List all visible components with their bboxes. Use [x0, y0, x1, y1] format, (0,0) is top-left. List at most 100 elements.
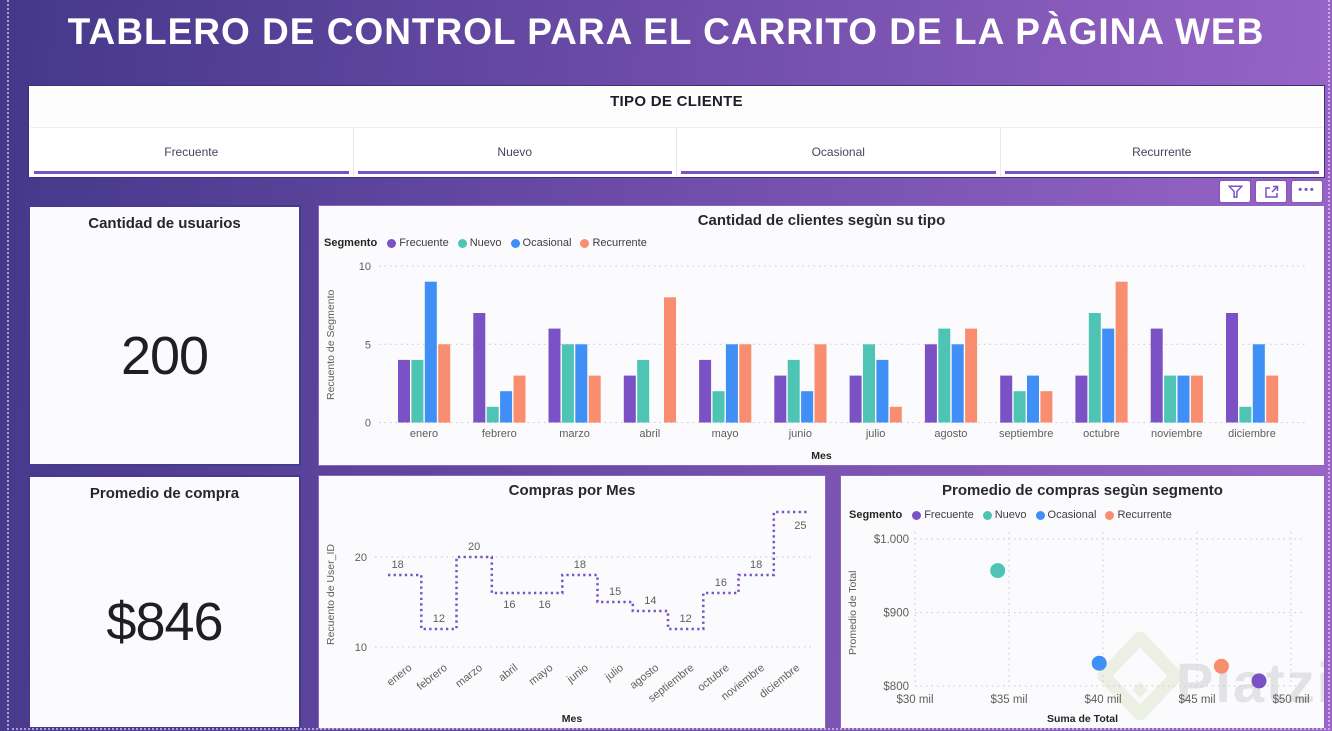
scatter-point-nuevo[interactable] [990, 563, 1006, 579]
tick-label: 20 [355, 552, 367, 564]
x-tick-label: febrero [482, 428, 517, 440]
data-label: 20 [468, 541, 480, 553]
bar-ocasional-octubre[interactable] [1102, 328, 1115, 423]
legend-dot-icon [580, 238, 590, 248]
data-label: 18 [750, 559, 762, 571]
bar-frecuente-julio[interactable] [849, 375, 862, 423]
filter-option-nuevo[interactable]: Nuevo [354, 128, 677, 176]
bar-ocasional-noviembre[interactable] [1177, 375, 1190, 423]
bar-ocasional-enero[interactable] [424, 281, 437, 423]
x-tick-label: junio [564, 662, 590, 686]
scatter-point-ocasional[interactable] [1091, 655, 1107, 671]
bar-ocasional-julio[interactable] [876, 359, 889, 423]
legend-title: Segmento [324, 237, 378, 249]
legend-item-recurrente[interactable]: Recurrente [580, 237, 647, 249]
scatter-point-recurrente[interactable] [1213, 658, 1229, 674]
step-line[interactable] [388, 510, 807, 631]
bar-recurrente-noviembre[interactable] [1190, 375, 1203, 423]
bar-chart-x-axis-title: Mes [811, 450, 832, 462]
bar-nuevo-junio[interactable] [787, 359, 800, 423]
bar-frecuente-abril[interactable] [623, 375, 636, 423]
bar-nuevo-octubre[interactable] [1088, 313, 1101, 423]
bar-frecuente-enero[interactable] [398, 359, 410, 423]
bar-ocasional-febrero[interactable] [500, 391, 513, 423]
platzi-logo-icon [1097, 631, 1183, 721]
bar-ocasional-agosto[interactable] [951, 344, 964, 423]
filter-option-underline [1004, 171, 1319, 174]
more-options-icon: ••• [1298, 183, 1316, 196]
filter-option-ocasional[interactable]: Ocasional [677, 128, 1001, 176]
x-tick-label: mayo [527, 662, 556, 688]
legend-item-nuevo[interactable]: Nuevo [982, 509, 1027, 521]
bar-recurrente-marzo[interactable] [588, 375, 601, 423]
data-label: 18 [391, 559, 403, 571]
bar-frecuente-diciembre[interactable] [1226, 313, 1238, 423]
filter-option-label: Frecuente [164, 145, 219, 159]
bar-ocasional-diciembre[interactable] [1252, 344, 1265, 423]
legend-item-label: Ocasional [522, 237, 572, 249]
bar-nuevo-enero[interactable] [411, 359, 424, 423]
bar-recurrente-enero[interactable] [438, 344, 451, 423]
bar-recurrente-julio[interactable] [889, 406, 902, 423]
bar-recurrente-junio[interactable] [814, 344, 827, 423]
legend-item-nuevo[interactable]: Nuevo [457, 237, 502, 249]
scatter-chart-card: Promedio de compras segùn segmento Segme… [840, 475, 1325, 729]
bar-frecuente-noviembre[interactable] [1150, 328, 1163, 423]
bar-frecuente-junio[interactable] [774, 375, 787, 423]
filter-option-frecuente[interactable]: Frecuente [30, 128, 354, 176]
legend-dot-icon [510, 238, 520, 248]
bar-frecuente-febrero[interactable] [473, 313, 486, 423]
bar-recurrente-abril[interactable] [664, 297, 676, 423]
legend-item-frecuente[interactable]: Frecuente [912, 509, 974, 521]
bar-nuevo-noviembre[interactable] [1164, 375, 1177, 423]
bar-ocasional-junio[interactable] [801, 391, 814, 423]
focus-mode-icon [1264, 185, 1278, 198]
x-tick-label: octubre [1083, 428, 1120, 440]
x-tick-label: noviembre [1151, 428, 1202, 440]
legend-item-recurrente[interactable]: Recurrente [1105, 509, 1172, 521]
filter-option-underline [357, 171, 672, 174]
filter-option-underline [681, 171, 996, 174]
bar-nuevo-septiembre[interactable] [1013, 391, 1026, 423]
line-chart-card: Compras por Mes Recuento de User_ID 10 20… [318, 475, 826, 729]
bar-frecuente-agosto[interactable] [924, 344, 937, 423]
x-tick-label: agosto [934, 428, 967, 440]
bar-recurrente-septiembre[interactable] [1040, 391, 1053, 423]
filter-option-label: Nuevo [497, 145, 533, 159]
bar-recurrente-febrero[interactable] [513, 375, 526, 423]
scatter-chart-title: Promedio de compras segùn segmento [942, 482, 1223, 499]
bar-frecuente-marzo[interactable] [548, 328, 561, 423]
bar-recurrente-diciembre[interactable] [1266, 375, 1279, 423]
bar-chart-card: Cantidad de clientes segùn su tipo Segme… [318, 205, 1325, 466]
bar-nuevo-diciembre[interactable] [1239, 406, 1252, 423]
more-options-button[interactable]: ••• [1292, 181, 1322, 202]
bar-ocasional-mayo[interactable] [725, 344, 738, 423]
bar-nuevo-julio[interactable] [863, 344, 875, 423]
tick-label: $1.000 [874, 534, 909, 546]
data-label: 14 [644, 595, 656, 607]
focus-mode-button[interactable] [1256, 181, 1286, 202]
legend-item-frecuente[interactable]: Frecuente [387, 237, 449, 249]
bar-ocasional-marzo[interactable] [575, 344, 588, 423]
scatter-point-frecuente[interactable] [1251, 673, 1267, 689]
legend-item-ocasional[interactable]: Ocasional [1035, 509, 1096, 521]
bar-nuevo-abril[interactable] [637, 359, 650, 423]
bar-nuevo-marzo[interactable] [561, 344, 574, 423]
bar-nuevo-agosto[interactable] [938, 328, 951, 423]
line-chart-x-axis-title: Mes [561, 713, 583, 725]
bar-nuevo-mayo[interactable] [712, 391, 725, 423]
legend-item-label: Frecuente [399, 237, 449, 249]
bar-frecuente-mayo[interactable] [699, 359, 712, 423]
bar-frecuente-septiembre[interactable] [1000, 375, 1013, 423]
bar-nuevo-febrero[interactable] [486, 406, 499, 423]
bar-recurrente-mayo[interactable] [739, 344, 752, 423]
legend-item-ocasional[interactable]: Ocasional [510, 237, 572, 249]
bar-recurrente-octubre[interactable] [1115, 281, 1128, 423]
filter-option-recurrente[interactable]: Recurrente [1001, 128, 1324, 176]
bar-ocasional-septiembre[interactable] [1027, 375, 1039, 423]
bar-frecuente-octubre[interactable] [1075, 375, 1088, 423]
bar-recurrente-agosto[interactable] [965, 328, 978, 423]
x-tick-label: marzo [559, 428, 590, 440]
filter-funnel-button[interactable] [1220, 181, 1250, 202]
data-label: 12 [679, 613, 691, 625]
